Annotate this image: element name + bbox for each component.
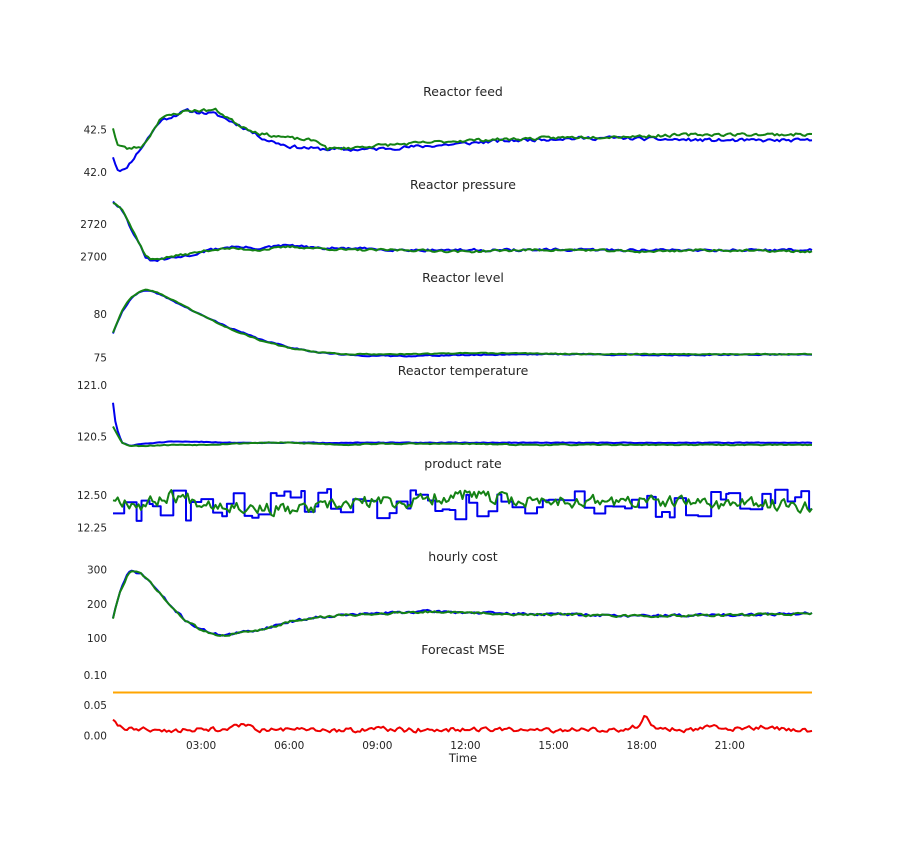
series-line-1 [112,570,813,637]
x-tick-label: 15:00 [538,740,568,752]
y-tick-label: 42.5 [84,124,107,136]
x-axis-label: Time [448,751,477,765]
panel-5: hourly cost 100 200 300 [87,549,813,645]
y-tick-label: 200 [87,599,107,611]
panel-title: Reactor pressure [410,177,516,192]
y-tick-label: 0.00 [84,731,107,743]
panel-title: Reactor temperature [398,363,529,378]
y-tick-label: 12.50 [77,490,107,502]
y-tick-label: 121.0 [77,380,107,392]
series-line-0 [113,488,812,522]
y-tick-label: 2700 [80,252,107,264]
x-tick-label: 09:00 [362,740,392,752]
y-tick-label: 120.5 [77,432,107,444]
panel-3: Reactor temperature 120.5 121.0 [77,363,813,448]
panel-title: Forecast MSE [421,642,505,657]
panel-1: Reactor pressure 2700 2720 [80,177,813,264]
panel-title: Reactor feed [423,84,503,99]
y-tick-label: 0.05 [84,700,107,712]
y-tick-label: 42.0 [84,167,107,179]
y-tick-label: 75 [94,353,107,365]
y-tick-label: 12.25 [77,522,107,534]
series-line-0 [112,200,813,263]
y-tick-label: 80 [94,309,107,321]
y-tick-label: 2720 [80,219,107,231]
panel-4: product rate 12.25 12.50 [77,456,813,534]
panel-6: Forecast MSE 0.00 0.05 0.10 03:00 06:00 09:00 1… [84,642,813,765]
panel-title: Reactor level [422,270,504,285]
series-line-1 [112,489,813,518]
x-tick-label: 21:00 [715,740,745,752]
series-line-1 [112,426,813,448]
series-line-0 [112,569,813,637]
x-tick-label: 18:00 [627,740,657,752]
chart-panels: Reactor feed 42.0 42.5 Reactor pressure 2700… [77,84,813,765]
x-tick-label: 12:00 [450,740,480,752]
panel-title: product rate [424,456,502,471]
panel-2: Reactor level 75 80 [94,270,813,365]
series-line-1 [112,107,813,151]
y-tick-label: 100 [87,633,107,645]
series-line-0 [112,402,813,447]
x-tick-label: 03:00 [186,740,216,752]
y-tick-label: 0.10 [84,670,107,682]
series-line-1 [112,715,813,734]
series-line-1 [112,288,813,356]
x-tick-label: 06:00 [274,740,304,752]
y-tick-label: 300 [87,564,107,576]
panel-0: Reactor feed 42.0 42.5 [84,84,813,179]
series-line-1 [112,202,813,261]
series-line-0 [112,108,813,173]
panel-title: hourly cost [428,549,498,564]
